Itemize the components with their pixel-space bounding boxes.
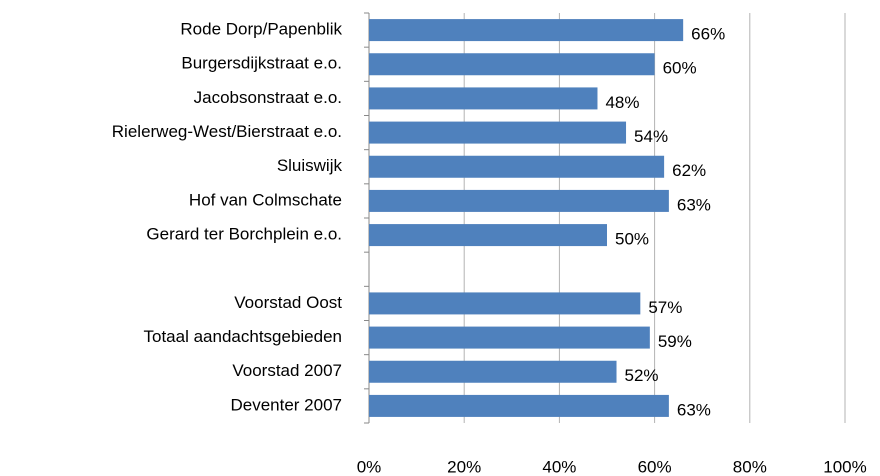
x-tick-label: 0% <box>357 457 382 476</box>
value-label: 63% <box>677 400 711 419</box>
x-tick-label: 20% <box>447 457 481 476</box>
bar <box>369 155 665 178</box>
bar <box>369 360 617 383</box>
bar <box>369 19 684 42</box>
y-tick-label: Totaal aandachtsgebieden <box>144 327 343 346</box>
bar <box>369 189 669 212</box>
value-label: 50% <box>615 230 649 249</box>
bar <box>369 121 627 144</box>
y-tick-label: Deventer 2007 <box>230 395 342 414</box>
y-tick-label: Hof van Colmschate <box>189 190 342 209</box>
value-label: 60% <box>663 59 697 78</box>
value-label: 57% <box>648 298 682 317</box>
value-label: 52% <box>625 366 659 385</box>
x-tick-label: 40% <box>542 457 576 476</box>
value-label: 59% <box>658 332 692 351</box>
y-tick-label: Burgersdijkstraat e.o. <box>181 54 342 73</box>
value-label: 62% <box>672 161 706 180</box>
bar <box>369 87 598 110</box>
value-label: 48% <box>605 93 639 112</box>
x-tick-label: 100% <box>823 457 866 476</box>
bar <box>369 224 607 247</box>
value-label: 63% <box>677 195 711 214</box>
y-tick-label: Rielerweg-West/Bierstraat e.o. <box>112 122 342 141</box>
y-tick-label: Sluiswijk <box>277 156 343 175</box>
y-tick-label: Gerard ter Borchplein e.o. <box>146 225 342 244</box>
x-tick-label: 60% <box>638 457 672 476</box>
bar <box>369 292 641 315</box>
bar <box>369 326 650 349</box>
value-label: 66% <box>691 25 725 44</box>
value-label: 54% <box>634 127 668 146</box>
y-tick-label: Jacobsonstraat e.o. <box>194 88 342 107</box>
bar <box>369 53 655 76</box>
y-tick-label: Voorstad 2007 <box>232 361 342 380</box>
y-tick-label: Voorstad Oost <box>234 293 342 312</box>
x-tick-label: 80% <box>733 457 767 476</box>
bar <box>369 394 669 417</box>
y-tick-label: Rode Dorp/Papenblik <box>180 20 342 39</box>
